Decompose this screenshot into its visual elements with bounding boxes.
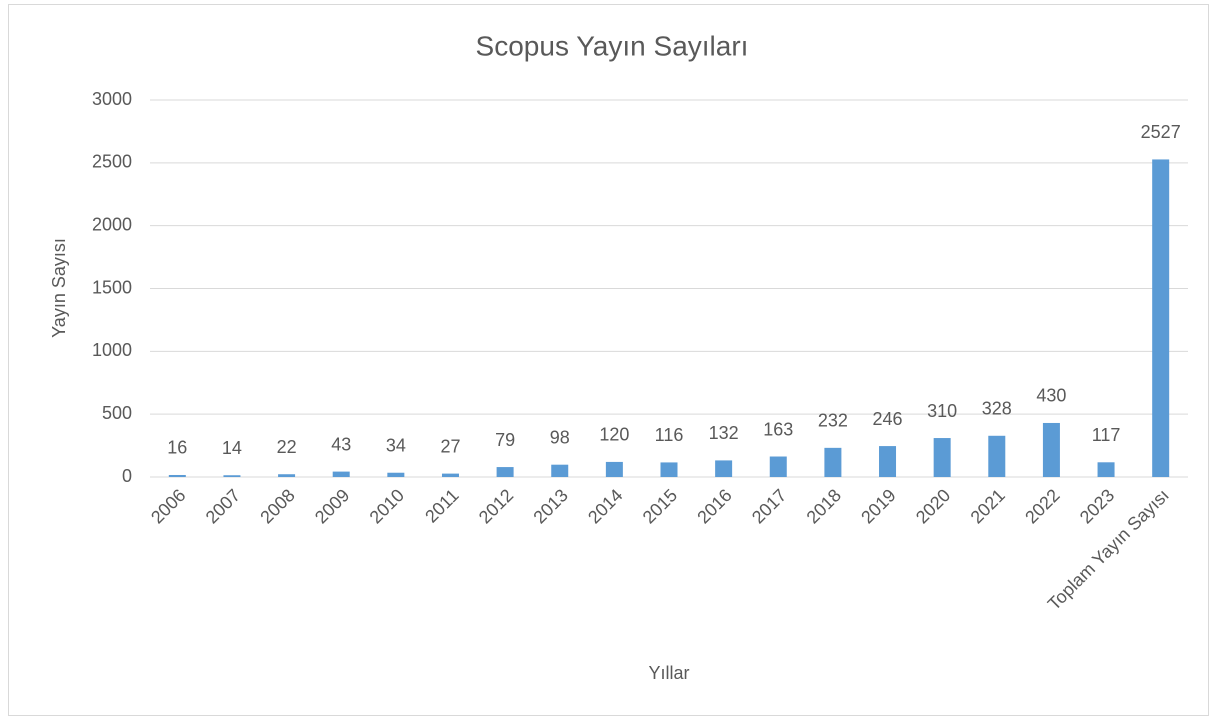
bar xyxy=(879,446,897,477)
bar xyxy=(332,471,350,477)
bar xyxy=(441,473,459,477)
data-label: 232 xyxy=(818,411,848,431)
bar xyxy=(824,447,842,477)
bar xyxy=(387,472,405,477)
data-label: 34 xyxy=(386,435,406,455)
y-tick-label: 1000 xyxy=(92,340,132,360)
data-label: 14 xyxy=(222,438,242,458)
bar xyxy=(715,460,733,477)
data-label: 120 xyxy=(599,425,629,445)
y-tick-label: 0 xyxy=(122,466,132,486)
bar xyxy=(278,474,296,477)
chart-title: Scopus Yayın Sayıları xyxy=(476,30,749,61)
data-label: 132 xyxy=(709,423,739,443)
bar xyxy=(496,467,514,477)
chart-border xyxy=(8,4,1209,716)
data-label: 246 xyxy=(873,409,903,429)
y-tick-label: 2500 xyxy=(92,152,132,172)
data-label: 16 xyxy=(167,438,187,458)
data-label: 27 xyxy=(440,436,460,456)
data-label: 328 xyxy=(982,399,1012,419)
data-label: 163 xyxy=(763,419,793,439)
bar xyxy=(1042,422,1060,477)
y-axis-label: Yayın Sayısı xyxy=(49,238,69,338)
bar xyxy=(988,435,1006,477)
bar xyxy=(660,462,678,477)
y-tick-label: 1500 xyxy=(92,277,132,297)
data-label: 310 xyxy=(927,401,957,421)
data-label: 117 xyxy=(1092,425,1121,445)
bar xyxy=(168,474,186,477)
bar xyxy=(551,464,569,477)
data-label: 430 xyxy=(1036,386,1066,406)
bar xyxy=(223,475,241,477)
data-label: 43 xyxy=(331,434,351,454)
data-label: 2527 xyxy=(1141,122,1181,142)
y-tick-label: 500 xyxy=(102,403,132,423)
data-label: 98 xyxy=(550,427,570,447)
data-label: 22 xyxy=(277,437,297,457)
y-tick-label: 3000 xyxy=(92,89,132,109)
bar xyxy=(1097,462,1115,477)
bar xyxy=(1152,159,1170,477)
bar xyxy=(605,461,623,477)
data-label: 116 xyxy=(655,425,684,445)
bar xyxy=(769,456,787,477)
x-axis-label: Yıllar xyxy=(648,663,689,683)
y-tick-label: 2000 xyxy=(92,214,132,234)
bar xyxy=(933,438,951,477)
data-label: 79 xyxy=(495,430,515,450)
